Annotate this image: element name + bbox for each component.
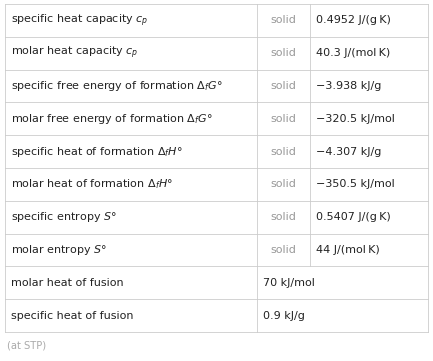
Text: 0.9 kJ/g: 0.9 kJ/g <box>263 310 304 321</box>
Text: 40.3 J/(mol K): 40.3 J/(mol K) <box>316 48 390 58</box>
Text: 44 J/(mol K): 44 J/(mol K) <box>316 245 379 255</box>
Text: specific heat capacity $c_p$: specific heat capacity $c_p$ <box>11 12 149 29</box>
Text: solid: solid <box>270 179 296 190</box>
Text: solid: solid <box>270 147 296 157</box>
Text: specific free energy of formation $\Delta_f G°$: specific free energy of formation $\Delt… <box>11 79 223 93</box>
Text: solid: solid <box>270 48 296 58</box>
Text: solid: solid <box>270 81 296 91</box>
Text: −320.5 kJ/mol: −320.5 kJ/mol <box>316 114 394 124</box>
Text: solid: solid <box>270 16 296 25</box>
Text: −3.938 kJ/g: −3.938 kJ/g <box>316 81 381 91</box>
Text: (at STP): (at STP) <box>7 340 46 350</box>
Text: molar heat capacity $c_p$: molar heat capacity $c_p$ <box>11 45 139 61</box>
Text: 0.4952 J/(g K): 0.4952 J/(g K) <box>316 16 391 25</box>
Text: molar heat of fusion: molar heat of fusion <box>11 278 124 288</box>
Text: solid: solid <box>270 245 296 255</box>
Text: 70 kJ/mol: 70 kJ/mol <box>263 278 314 288</box>
Text: solid: solid <box>270 212 296 222</box>
Text: molar entropy $S°$: molar entropy $S°$ <box>11 243 107 257</box>
Text: specific entropy $S°$: specific entropy $S°$ <box>11 210 117 224</box>
Text: solid: solid <box>270 114 296 124</box>
Text: −350.5 kJ/mol: −350.5 kJ/mol <box>316 179 394 190</box>
Text: molar free energy of formation $\Delta_f G°$: molar free energy of formation $\Delta_f… <box>11 112 213 126</box>
Text: specific heat of formation $\Delta_f H°$: specific heat of formation $\Delta_f H°$ <box>11 145 183 158</box>
Text: 0.5407 J/(g K): 0.5407 J/(g K) <box>316 212 390 222</box>
Text: specific heat of fusion: specific heat of fusion <box>11 310 133 321</box>
Text: −4.307 kJ/g: −4.307 kJ/g <box>316 147 381 157</box>
Text: molar heat of formation $\Delta_f H°$: molar heat of formation $\Delta_f H°$ <box>11 178 173 191</box>
